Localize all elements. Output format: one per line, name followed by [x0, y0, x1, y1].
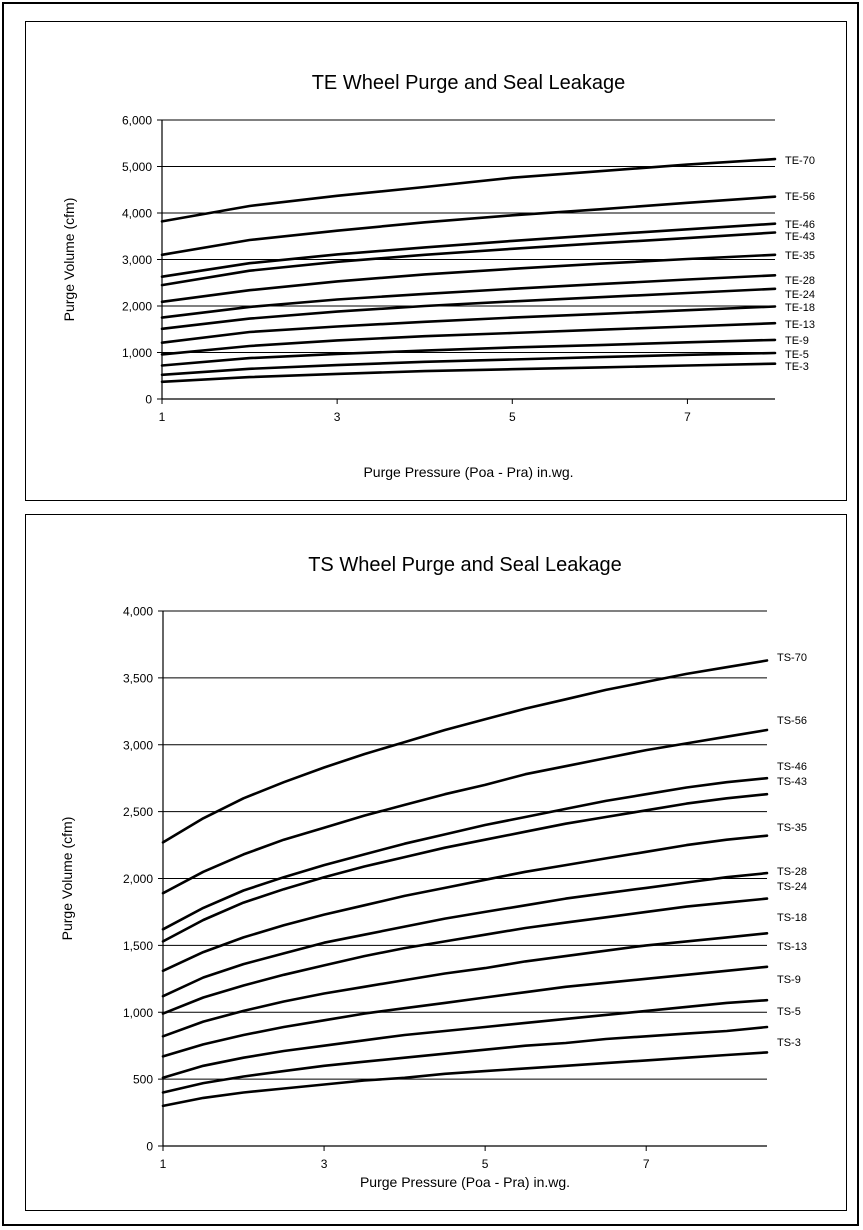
y-axis-label: Purge Volume (cfm) [59, 817, 75, 941]
y-tick-label: 3,000 [122, 253, 152, 267]
y-tick-label: 1,500 [123, 939, 153, 953]
series-label: TS-35 [777, 822, 807, 834]
series-line-ts-24 [161, 897, 769, 1015]
series-label: TE-18 [785, 302, 815, 314]
series-line-te-56 [160, 195, 777, 257]
ts-chart-panel: TS Wheel Purge and Seal Leakage Purge Pr… [25, 514, 847, 1211]
y-tick-label: 2,000 [122, 300, 152, 314]
series-label: TS-46 [777, 761, 807, 773]
y-tick-label: 6,000 [122, 114, 152, 128]
y-tick-label: 4,000 [123, 605, 153, 619]
x-tick-label: 5 [509, 410, 516, 424]
y-tick-label: 2,000 [123, 872, 153, 886]
x-tick-label: 7 [643, 1157, 650, 1171]
series-label: TE-13 [785, 319, 815, 331]
te-chart-panel: TE Wheel Purge and Seal Leakage Purge Pr… [25, 21, 847, 501]
y-tick-label: 2,500 [123, 805, 153, 819]
series-label: TE-5 [785, 349, 809, 361]
y-tick-label: 1,000 [123, 1006, 153, 1020]
series-label: TS-9 [777, 974, 801, 986]
y-tick-label: 1,000 [122, 346, 152, 360]
y-tick-label: 4,000 [122, 207, 152, 221]
x-tick-label: 3 [321, 1157, 328, 1171]
y-tick-label: 500 [133, 1073, 153, 1087]
series-line-ts-43 [161, 792, 769, 943]
series-label: TS-56 [777, 715, 807, 727]
series-line-ts-3 [161, 1051, 769, 1108]
series-label: TE-35 [785, 250, 815, 262]
series-label: TE-46 [785, 219, 815, 231]
series-line-te-24 [160, 287, 777, 331]
series-line-te-28 [160, 274, 777, 319]
chart-title: TE Wheel Purge and Seal Leakage [312, 72, 626, 94]
series-line-ts-9 [161, 998, 769, 1080]
series-label: TE-3 [785, 361, 809, 373]
series-line-ts-46 [161, 776, 769, 931]
series-line-ts-35 [161, 834, 769, 973]
series-label: TS-18 [777, 912, 807, 924]
x-tick-label: 1 [159, 410, 166, 424]
series-label: TS-28 [777, 866, 807, 878]
series-line-te-18 [160, 305, 777, 345]
series-line-ts-56 [161, 728, 769, 895]
y-tick-label: 0 [145, 393, 152, 407]
series-line-te-43 [160, 231, 777, 287]
te-chart: TE Wheel Purge and Seal Leakage Purge Pr… [61, 72, 815, 480]
series-label: TE-28 [785, 275, 815, 287]
series-line-te-5 [160, 351, 777, 377]
series-line-ts-28 [161, 871, 769, 998]
series-label: TS-3 [777, 1037, 801, 1049]
series-label: TS-43 [777, 776, 807, 788]
x-tick-label: 7 [684, 410, 691, 424]
series-label: TE-70 [785, 155, 815, 167]
series-label: TE-24 [785, 289, 815, 301]
series-label: TE-56 [785, 191, 815, 203]
series-line-ts-70 [161, 659, 769, 844]
series-line-te-46 [160, 222, 777, 278]
series-line-te-13 [160, 321, 777, 356]
series-label: TS-13 [777, 941, 807, 953]
ts-chart: TS Wheel Purge and Seal Leakage Purge Pr… [59, 554, 807, 1190]
y-tick-label: 3,000 [123, 738, 153, 752]
series-label: TE-43 [785, 231, 815, 243]
y-axis-label: Purge Volume (cfm) [61, 198, 77, 322]
series-label: TS-70 [777, 652, 807, 664]
series-label: TS-24 [777, 881, 807, 893]
x-axis-label: Purge Pressure (Poa - Pra) in.wg. [360, 1174, 570, 1190]
series-label: TE-9 [785, 335, 809, 347]
y-tick-label: 0 [146, 1140, 153, 1154]
series-label: TS-5 [777, 1006, 801, 1018]
series-line-ts-13 [161, 965, 769, 1058]
y-tick-label: 5,000 [122, 160, 152, 174]
series-line-te-9 [160, 338, 777, 367]
series-line-te-70 [160, 157, 777, 223]
x-tick-label: 5 [482, 1157, 489, 1171]
series-line-ts-18 [161, 931, 769, 1038]
series-line-ts-5 [161, 1025, 769, 1094]
chart-title: TS Wheel Purge and Seal Leakage [308, 554, 622, 576]
x-tick-label: 1 [160, 1157, 167, 1171]
series-line-te-3 [160, 362, 777, 384]
x-tick-label: 3 [334, 410, 341, 424]
y-tick-label: 3,500 [123, 671, 153, 685]
x-axis-label: Purge Pressure (Poa - Pra) in.wg. [363, 464, 573, 480]
series-line-te-35 [160, 253, 777, 304]
